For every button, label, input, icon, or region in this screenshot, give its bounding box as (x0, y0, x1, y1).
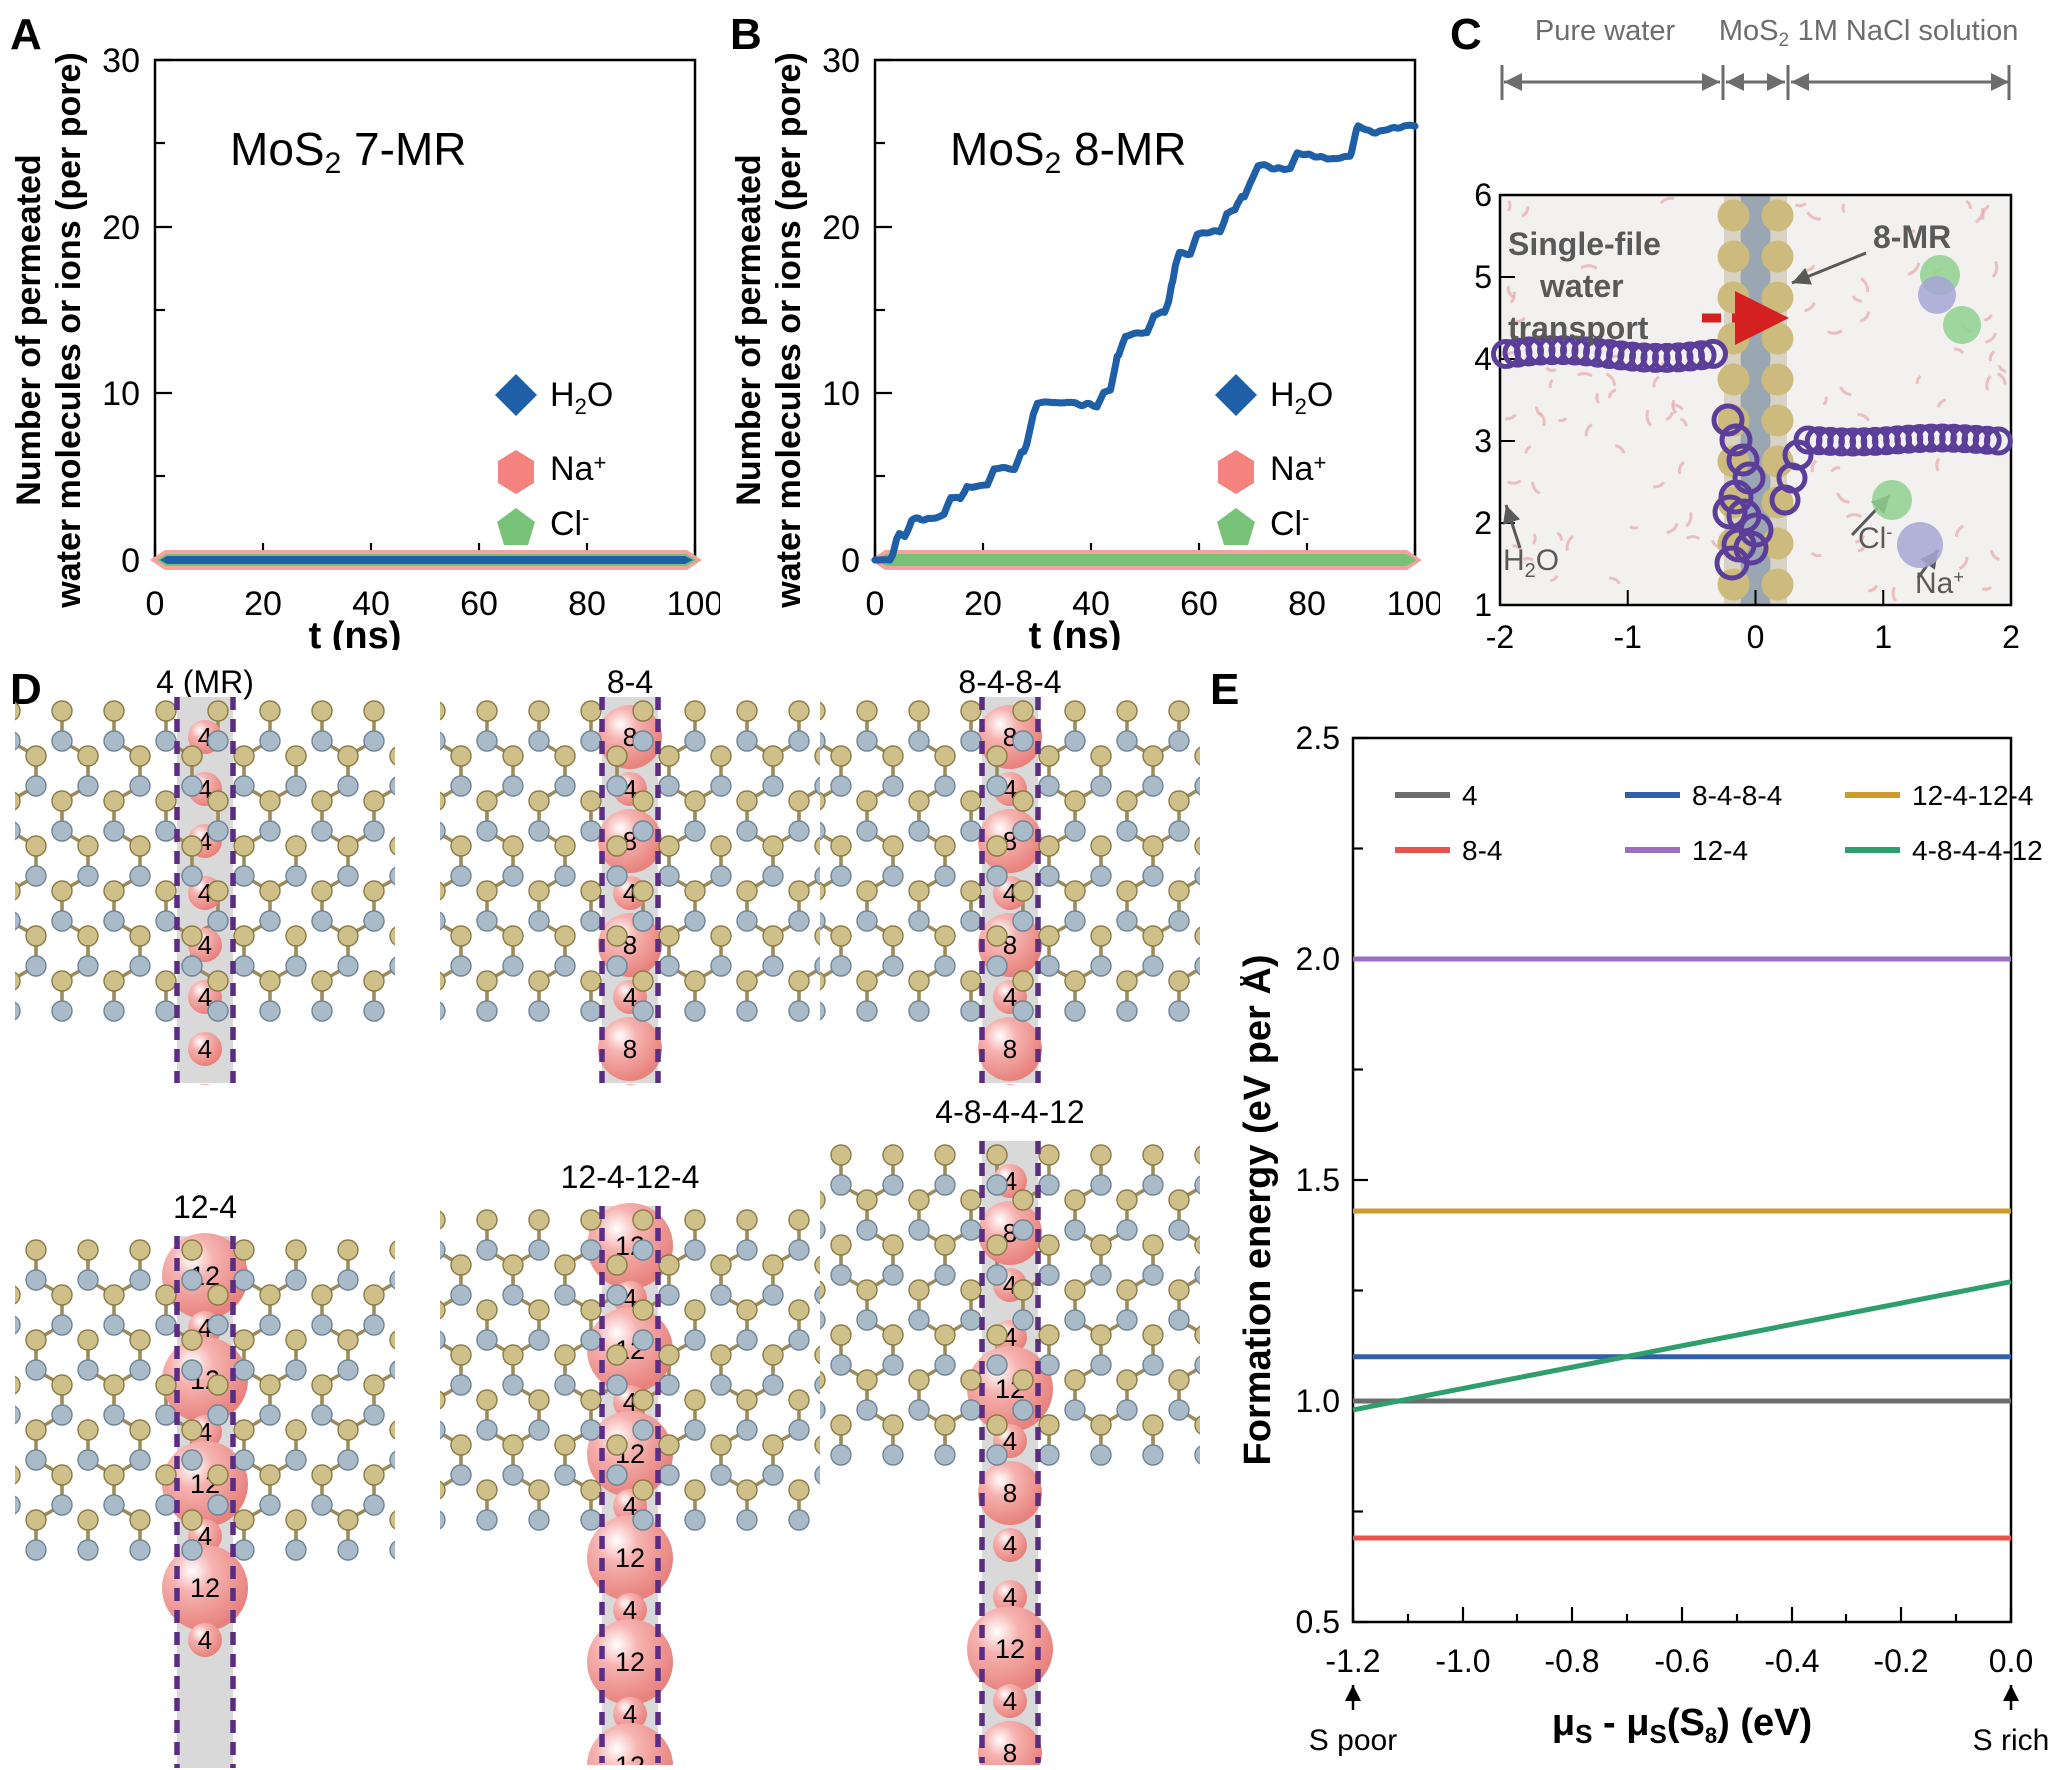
svg-text:H2O: H2O (1270, 376, 1333, 419)
svg-text:0: 0 (841, 542, 860, 580)
svg-text:20: 20 (964, 585, 1002, 623)
svg-text:10: 10 (102, 375, 140, 413)
svg-text:12-4: 12-4 (173, 1189, 237, 1225)
svg-text:12: 12 (615, 1543, 645, 1573)
svg-text:Single-file: Single-file (1508, 226, 1661, 262)
svg-text:4: 4 (1474, 341, 1492, 377)
svg-text:Na+: Na+ (1270, 450, 1326, 488)
svg-text:8-4: 8-4 (607, 664, 653, 700)
svg-text:4: 4 (1462, 780, 1478, 811)
svg-text:12-4-12-4: 12-4-12-4 (1912, 780, 2033, 811)
svg-text:12: 12 (615, 1647, 645, 1677)
svg-text:4 (MR): 4 (MR) (156, 664, 254, 700)
svg-text:-0.2: -0.2 (1873, 1643, 1928, 1679)
svg-text:0: 0 (146, 585, 165, 623)
svg-text:30: 30 (822, 42, 860, 80)
svg-text:S rich: S rich (1973, 1724, 2048, 1757)
svg-text:4: 4 (1003, 1686, 1017, 1716)
svg-text:4-8-4-4-12: 4-8-4-4-12 (1912, 835, 2043, 866)
svg-text:2: 2 (2002, 619, 2020, 650)
svg-text:t (ns): t (ns) (309, 615, 402, 650)
svg-text:6: 6 (1474, 177, 1492, 213)
svg-text:0.0: 0.0 (1989, 1643, 2033, 1679)
svg-text:0: 0 (866, 585, 885, 623)
svg-text:100: 100 (667, 585, 720, 623)
svg-text:S poor: S poor (1309, 1724, 1397, 1757)
svg-text:60: 60 (460, 585, 498, 623)
svg-text:12-4: 12-4 (1692, 835, 1748, 866)
svg-text:4: 4 (198, 1034, 212, 1064)
svg-text:12: 12 (995, 1634, 1025, 1664)
svg-text:4: 4 (198, 1625, 212, 1655)
svg-text:Cl-: Cl- (1270, 505, 1309, 543)
svg-text:-0.8: -0.8 (1544, 1643, 1599, 1679)
svg-text:Formation energy (eV per Å): Formation energy (eV per Å) (1240, 955, 1279, 1466)
svg-text:8-4-8-4: 8-4-8-4 (1692, 780, 1782, 811)
svg-text:12: 12 (190, 1573, 220, 1603)
svg-text:water molecules or ions (per p: water molecules or ions (per pore) (50, 52, 88, 608)
svg-text:5: 5 (1474, 259, 1492, 295)
svg-text:-0.4: -0.4 (1764, 1643, 1819, 1679)
svg-text:20: 20 (822, 209, 860, 247)
svg-text:20: 20 (244, 585, 282, 623)
svg-text:water: water (1539, 268, 1624, 304)
svg-text:-1: -1 (1614, 619, 1642, 650)
svg-text:H2O: H2O (550, 376, 613, 419)
svg-text:t (ns): t (ns) (1029, 615, 1122, 650)
svg-text:1.5: 1.5 (1296, 1162, 1340, 1198)
svg-text:80: 80 (1288, 585, 1326, 623)
svg-text:0.5: 0.5 (1296, 1604, 1340, 1640)
svg-text:2.5: 2.5 (1296, 720, 1340, 756)
svg-text:Number of permeated: Number of permeated (730, 154, 768, 505)
svg-text:1.0: 1.0 (1296, 1383, 1340, 1419)
svg-text:12-4-12-4: 12-4-12-4 (561, 1159, 700, 1195)
svg-text:μS - μS(S8) (eV): μS - μS(S8) (eV) (1552, 1702, 1812, 1749)
svg-text:60: 60 (1180, 585, 1218, 623)
svg-text:-2: -2 (1486, 619, 1514, 650)
svg-text:water molecules or ions (per p: water molecules or ions (per pore) (770, 52, 808, 608)
svg-text:30: 30 (102, 42, 140, 80)
svg-text:-1.2: -1.2 (1325, 1643, 1380, 1679)
svg-text:12: 12 (615, 1751, 645, 1765)
svg-text:8: 8 (623, 1034, 637, 1064)
svg-text:MoS2 7-MR: MoS2 7-MR (230, 123, 467, 180)
svg-text:8-4-8-4: 8-4-8-4 (958, 664, 1061, 700)
svg-text:4-8-4-4-12: 4-8-4-4-12 (935, 1094, 1084, 1130)
svg-text:1: 1 (1874, 619, 1892, 650)
svg-text:8: 8 (1003, 1478, 1017, 1508)
svg-text:8: 8 (1003, 1034, 1017, 1064)
svg-text:20: 20 (102, 209, 140, 247)
svg-text:Pure water: Pure water (1535, 15, 1676, 47)
svg-text:0: 0 (1747, 619, 1765, 650)
svg-text:1M NaCl solution: 1M NaCl solution (1798, 15, 2019, 47)
svg-text:0: 0 (121, 542, 140, 580)
svg-text:-0.6: -0.6 (1654, 1643, 1709, 1679)
svg-text:4: 4 (1003, 1530, 1017, 1560)
svg-text:3: 3 (1474, 423, 1492, 459)
svg-text:100: 100 (1387, 585, 1440, 623)
svg-text:1: 1 (1474, 587, 1492, 623)
svg-text:MoS2 8-MR: MoS2 8-MR (950, 123, 1187, 180)
svg-text:2.0: 2.0 (1296, 941, 1340, 977)
svg-text:8-MR: 8-MR (1873, 219, 1951, 255)
svg-text:transport: transport (1508, 310, 1649, 346)
svg-text:Na+: Na+ (550, 450, 606, 488)
svg-text:8-4: 8-4 (1462, 835, 1502, 866)
svg-text:10: 10 (822, 375, 860, 413)
svg-text:MoS2: MoS2 (1719, 15, 1789, 51)
svg-text:-1.0: -1.0 (1435, 1643, 1490, 1679)
svg-text:80: 80 (568, 585, 606, 623)
svg-text:Number of permeated: Number of permeated (10, 154, 48, 505)
svg-text:Cl-: Cl- (550, 505, 589, 543)
svg-text:2: 2 (1474, 505, 1492, 541)
svg-text:8: 8 (1003, 1738, 1017, 1765)
